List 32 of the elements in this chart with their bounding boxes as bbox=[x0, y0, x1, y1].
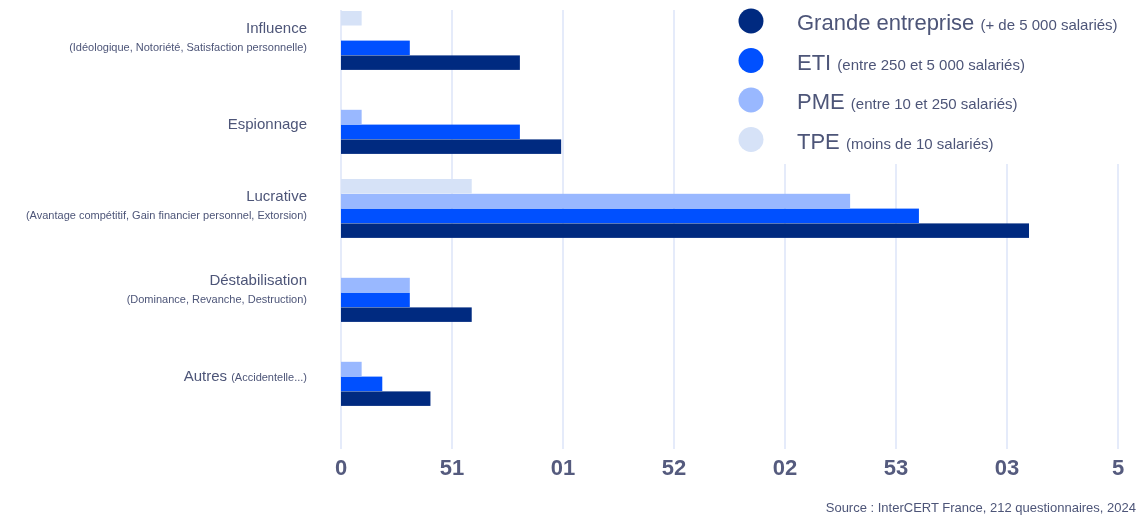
bar bbox=[341, 307, 472, 322]
bar bbox=[341, 208, 919, 224]
y-tick-label: Lucrative (Avantage compétitif, Gain financier personnel, Extorsion) bbox=[25, 186, 307, 221]
text: 03 bbox=[994, 455, 1020, 480]
bar bbox=[341, 40, 410, 56]
bar bbox=[341, 109, 362, 125]
y-tick-label: Déstabilisation (Dominance, Revanche, Destruction) bbox=[126, 270, 307, 305]
text: 52 bbox=[661, 455, 687, 480]
legend-label: ETI (entre 250 et 5 000 salariés) bbox=[797, 49, 1025, 75]
bar bbox=[341, 391, 431, 406]
text: 02 bbox=[772, 455, 798, 480]
text: 5 bbox=[1111, 455, 1125, 480]
text: 53 bbox=[883, 455, 909, 480]
text: 0 bbox=[334, 455, 348, 480]
y-tick-label: Influence (Idéologique, Notoriété, Satisfaction personnelle) bbox=[69, 18, 307, 53]
bar bbox=[341, 55, 520, 70]
bar bbox=[341, 124, 520, 140]
legend-label: Grande entreprise (+ de 5 000 salariés) bbox=[797, 10, 1118, 35]
legend-label: TPE (moins de 10 salariés) bbox=[797, 128, 994, 154]
bar bbox=[341, 193, 851, 209]
bar bbox=[341, 223, 1029, 238]
y-tick-label: Autres (Accidentelle...) bbox=[183, 366, 307, 384]
text: 01 bbox=[550, 455, 576, 480]
legend-label: PME (entre 10 et 250 salariés) bbox=[797, 89, 1018, 114]
y-tick-label: Espionnage bbox=[227, 114, 307, 132]
bar bbox=[341, 376, 383, 392]
bar bbox=[341, 139, 562, 154]
source-note: Source : InterCERT France, 212 questionnaires, 2024 bbox=[825, 500, 1136, 515]
bar bbox=[341, 292, 410, 308]
bar bbox=[341, 361, 362, 377]
bar bbox=[341, 277, 410, 293]
text: 51 bbox=[439, 455, 465, 480]
